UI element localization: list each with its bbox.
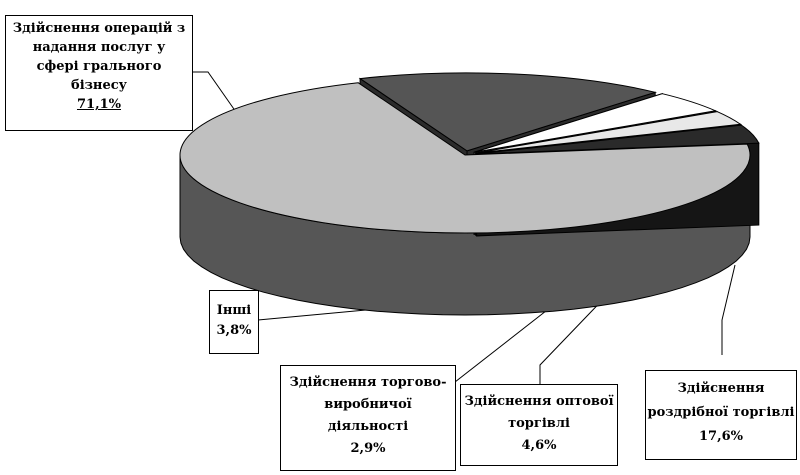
slice-label-wholesale: Здійснення оптової торгівлі 4,6% — [460, 384, 618, 466]
leader-line-retail — [721, 264, 736, 355]
slice-production-top — [475, 111, 742, 154]
label-line: роздрібної торгівлі — [647, 405, 795, 420]
label-line: сфері грального — [36, 59, 162, 74]
label-line: виробничої — [324, 397, 412, 412]
slice-label-gaming: Здійснення операцій з надання послуг у с… — [5, 15, 193, 131]
label-line: Здійснення торгово- — [289, 375, 447, 390]
label-line: діяльності — [327, 419, 409, 434]
slice-other-top — [476, 124, 760, 155]
slice-label-other: Інші 3,8% — [209, 290, 259, 354]
slice-label-retail: Здійснення роздрібної торгівлі 17,6% — [645, 370, 797, 460]
label-line: торгівлі — [508, 416, 570, 431]
value-label: 4,6% — [521, 438, 557, 453]
leader-line-production — [454, 299, 561, 383]
label-line: Інші — [216, 303, 252, 318]
pie-slices — [179, 72, 760, 316]
label-line: надання послуг у — [32, 40, 166, 55]
slice-label-production: Здійснення торгово- виробничої діяльност… — [280, 365, 456, 471]
value-label: 3,8% — [216, 323, 252, 338]
value-label: 17,6% — [698, 429, 743, 444]
label-line: Здійснення — [677, 381, 765, 396]
slice-gaming-top — [179, 82, 751, 234]
value-label: 2,9% — [350, 441, 386, 456]
value-label: 71,1% — [76, 97, 121, 112]
slice-wholesale-top — [473, 93, 718, 153]
label-line: бізнесу — [71, 78, 127, 93]
slice-retail-top — [358, 72, 658, 152]
label-line: Здійснення оптової — [464, 394, 614, 409]
label-line: Здійснення операцій з — [12, 21, 186, 36]
leader-line-wholesale — [539, 289, 613, 387]
leader-line-gaming — [192, 71, 237, 113]
